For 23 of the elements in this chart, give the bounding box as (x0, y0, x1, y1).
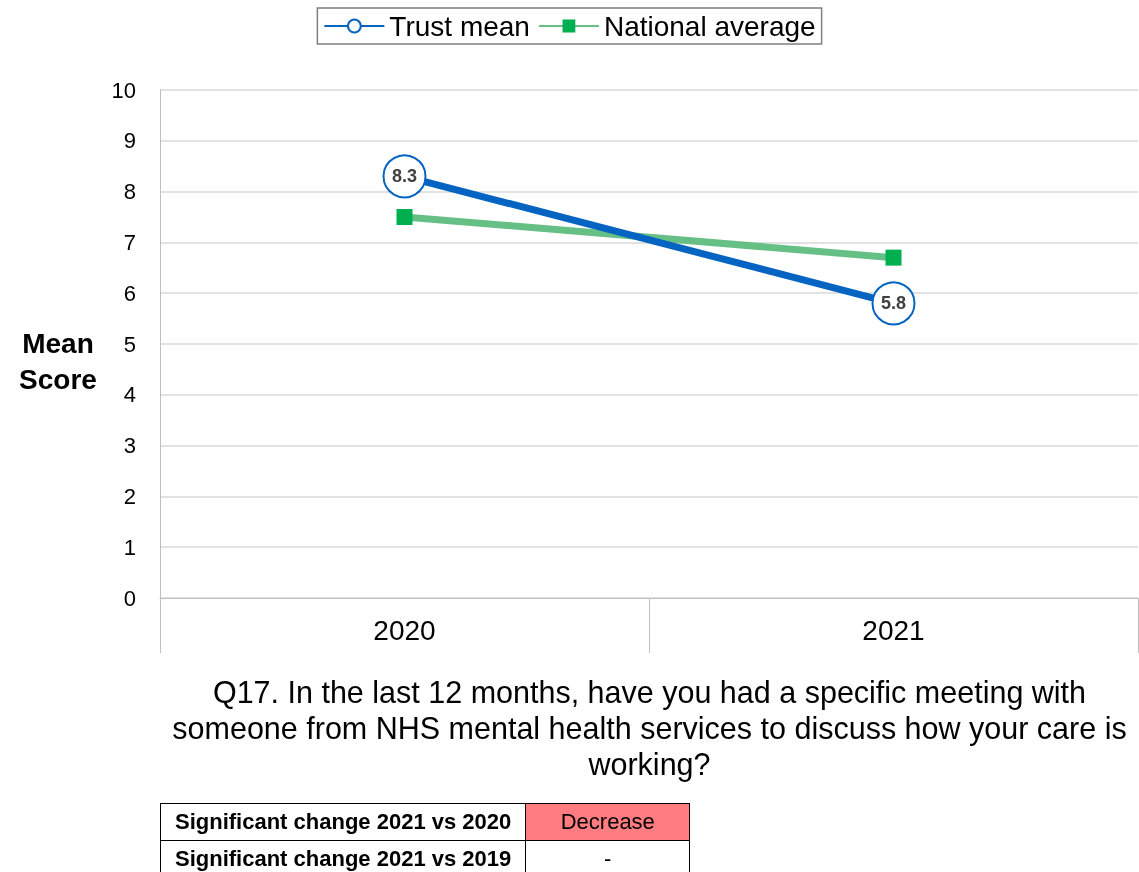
y-tick-label: 10 (111, 77, 136, 103)
y-tick-label: 2 (123, 483, 136, 509)
y-tick-label: 8 (123, 179, 136, 205)
y-tick-label: 9 (123, 128, 136, 154)
legend-label: National average (603, 10, 816, 42)
y-tick-label: 1 (123, 534, 136, 560)
data-label: 5.8 (880, 293, 907, 314)
y-tick-label: 6 (123, 280, 136, 306)
y-tick-label: 7 (123, 229, 136, 255)
x-tick-label: 2021 (862, 614, 925, 646)
y-tick-label: 5 (123, 331, 136, 357)
y-tick-label: 3 (123, 433, 136, 459)
text: Decrease (525, 803, 690, 841)
legend-label: Trust mean (389, 10, 530, 42)
x-tick-label: 2020 (373, 614, 436, 646)
y-axis-title: Mean Score (18, 327, 98, 397)
x-axis-title: Q17. In the last 12 months, have you had a specific meeting with someone from NHS mental health services to discuss how your care is working? (171, 674, 1128, 782)
text: Significant change 2021 vs 2020 (160, 803, 526, 841)
text: - (525, 840, 690, 872)
y-tick-label: 4 (123, 382, 136, 408)
text: Significant change 2021 vs 2019 (160, 840, 526, 872)
data-label: 8.3 (391, 166, 418, 187)
y-tick-label: 0 (123, 585, 136, 611)
